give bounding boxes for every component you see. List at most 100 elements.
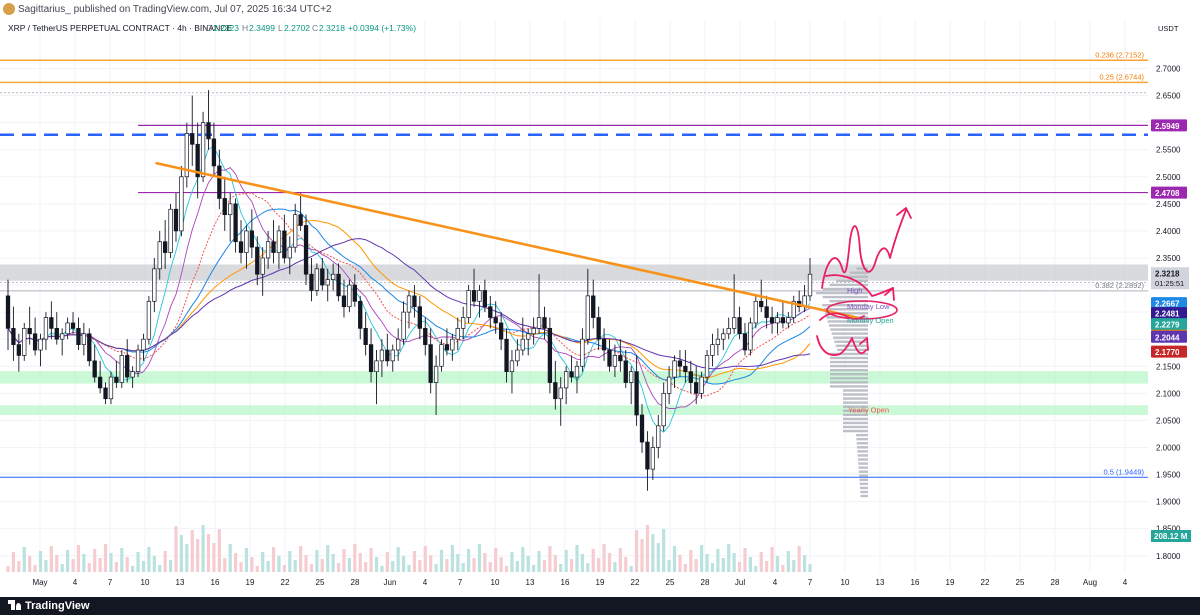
volume-bar	[190, 530, 194, 572]
candle-body	[748, 322, 753, 351]
volume-bar	[477, 544, 482, 572]
candle-body	[358, 300, 363, 329]
candle-body	[81, 333, 87, 345]
candle-body	[168, 208, 173, 253]
candle-body	[807, 273, 813, 297]
candle-body	[119, 355, 124, 383]
volume-bar	[586, 563, 590, 572]
candle-body	[92, 360, 97, 378]
volume-bar	[450, 545, 454, 572]
volume-profile-bar	[827, 320, 868, 323]
volume-bar	[461, 563, 465, 572]
volume-bar	[667, 560, 671, 572]
projection-arrow	[825, 274, 894, 297]
time-tick-label: 22	[981, 578, 990, 587]
last-price-label: 2.3218	[1155, 270, 1180, 279]
candle-body	[553, 382, 558, 400]
price-tick-label: 2.4000	[1156, 227, 1181, 236]
ohlc-open: 2.2823	[213, 23, 239, 33]
volume-bar	[309, 564, 314, 572]
price-tick-label: 2.3500	[1156, 254, 1181, 263]
volume-bar	[564, 550, 568, 572]
candle-body	[509, 360, 515, 373]
volume-bar	[467, 549, 471, 572]
volume-bar	[732, 553, 736, 572]
trendline-layer[interactable]	[155, 161, 858, 319]
volume-bar	[580, 554, 585, 572]
candle-body	[173, 208, 179, 232]
volume-profile-bar	[824, 312, 868, 315]
tradingview-logo[interactable]: TradingView	[8, 600, 90, 612]
volume-bar	[765, 561, 769, 572]
candle-body	[482, 290, 488, 308]
price-chart[interactable]: High Monday Low Monthly Open Yearly Open 0.2…	[0, 20, 1200, 597]
volume-profile-bar	[830, 328, 868, 331]
time-tick-label: 16	[211, 578, 220, 587]
volume-bar	[277, 556, 281, 572]
volume-bar	[342, 549, 346, 572]
volume-bar	[11, 552, 16, 572]
volume-profile-bar	[822, 287, 868, 291]
volume-bar	[185, 544, 189, 572]
candle-body	[764, 306, 769, 318]
author-avatar[interactable]	[3, 3, 15, 15]
volume-profile-bar	[834, 340, 868, 343]
fib-level-label: 0.5 (1.9449)	[1104, 467, 1145, 476]
candle-body	[558, 387, 563, 400]
candle-body	[618, 355, 623, 362]
brand-name: TradingView	[25, 600, 90, 612]
volume-bar	[228, 544, 232, 572]
volume-profile-bar	[830, 373, 868, 376]
volume-bar	[358, 553, 362, 572]
candle-body	[87, 333, 92, 362]
candle-body	[444, 344, 450, 351]
volume-bar	[439, 550, 444, 572]
candle-body	[672, 360, 677, 378]
price-tick-label: 2.1000	[1156, 389, 1181, 398]
volume-bar	[33, 565, 37, 572]
candle-body	[406, 295, 412, 313]
projection-sketch[interactable]	[816, 207, 912, 356]
volume-profile-bar	[830, 368, 868, 372]
candle-body	[233, 203, 238, 243]
candle-body	[731, 317, 737, 329]
candle-body	[742, 333, 748, 351]
time-axis[interactable]: May 4 7 10 13 16 19 22 25 28 Jun 4 7 10 13 16 19 22 25 28 Ju…	[32, 578, 1127, 587]
time-tick-label: 7	[108, 578, 113, 587]
volume-bar	[575, 545, 579, 572]
volume-badge-bg	[1151, 530, 1191, 542]
candle-body	[195, 143, 200, 178]
time-tick-label: 28	[1051, 578, 1060, 587]
volume-bar	[331, 554, 335, 572]
candle-body	[428, 344, 433, 383]
candle-body	[347, 284, 352, 308]
candle-body	[130, 371, 135, 378]
volume-bar	[326, 545, 330, 572]
candle-body	[330, 273, 336, 280]
volume-profile-bar	[857, 458, 868, 461]
indicator-price-badge-bg	[1151, 318, 1187, 331]
price-axis[interactable]: USDT2.70002.65002.60002.55002.50002.4500…	[1148, 20, 1200, 597]
time-tick-label: 28	[701, 578, 710, 587]
candle-body	[325, 279, 330, 286]
volume-profile-bar	[859, 482, 868, 486]
candle-body	[423, 328, 428, 345]
candle-body	[103, 387, 108, 400]
candle-body	[374, 360, 379, 373]
volume-bar	[223, 558, 227, 572]
candle-body	[417, 306, 422, 329]
candle-body	[471, 290, 477, 302]
volume-bar	[87, 563, 91, 572]
volume-bar	[71, 559, 75, 572]
fib-level-label: 0.236 (2.7152)	[1095, 50, 1144, 59]
candle-body	[190, 133, 195, 145]
volume-profile-bar	[830, 356, 868, 360]
volume-bar	[255, 566, 259, 572]
candle-body	[368, 344, 374, 373]
volume-profile-bar	[856, 267, 868, 270]
candle-body	[639, 414, 645, 443]
projection-arrow	[816, 335, 867, 356]
volume-profile-bar	[843, 275, 868, 278]
volume-profile-bar	[830, 364, 868, 368]
candle-body	[699, 376, 704, 394]
